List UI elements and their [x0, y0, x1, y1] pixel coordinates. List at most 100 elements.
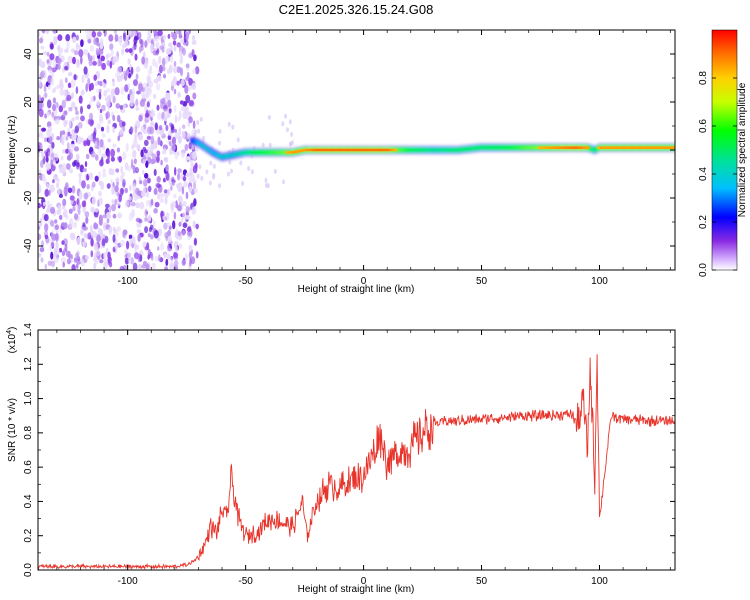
- ridge-inner: [590, 147, 594, 151]
- ridge-inner: [193, 139, 196, 144]
- noise-speckle: [106, 60, 111, 67]
- ridge-inner: [262, 150, 265, 155]
- noise-speckle: [138, 46, 142, 54]
- noise-speckle: [128, 48, 133, 54]
- colorbar-tick-label: 0.4: [698, 167, 709, 181]
- noise-speckle: [80, 115, 85, 122]
- y-tick-label: 1.0: [23, 391, 34, 405]
- ridge-inner: [225, 154, 229, 159]
- noise-speckle: [106, 94, 112, 100]
- noise-speckle: [115, 168, 120, 173]
- noise-speckle: [108, 34, 114, 42]
- noise-speckle: [90, 228, 94, 238]
- noise-speckle: [112, 143, 117, 148]
- ridge-inner: [504, 145, 507, 150]
- noise-speckle: [73, 213, 79, 220]
- noise-speckle: [68, 119, 72, 128]
- noise-speckle: [146, 101, 150, 108]
- ridge-inner: [269, 150, 272, 155]
- noise-speckle: [241, 181, 245, 187]
- noise-speckle: [54, 85, 60, 90]
- noise-speckle: [193, 54, 197, 62]
- noise-speckle: [125, 48, 130, 53]
- noise-speckle: [120, 86, 125, 96]
- noise-speckle: [197, 128, 201, 134]
- noise-speckle: [159, 45, 165, 50]
- noise-speckle: [50, 241, 55, 247]
- noise-speckle: [71, 144, 76, 149]
- ridge-inner: [420, 148, 424, 152]
- ridge-inner: [486, 145, 489, 150]
- noise-speckle: [88, 172, 93, 177]
- noise-speckle: [163, 147, 167, 155]
- noise-speckle: [95, 50, 100, 56]
- ridge-inner: [503, 145, 506, 150]
- noise-speckle: [191, 82, 196, 90]
- noise-speckle: [184, 143, 189, 151]
- noise-speckle: [114, 185, 119, 193]
- noise-speckle: [101, 238, 106, 247]
- ridge-inner: [277, 150, 281, 155]
- noise-speckle: [42, 30, 46, 34]
- ridge-inner: [437, 148, 441, 152]
- ridge-inner: [217, 153, 220, 158]
- noise-speckle: [64, 48, 69, 53]
- noise-speckle: [199, 116, 203, 122]
- noise-speckle: [125, 142, 129, 152]
- noise-speckle: [99, 159, 104, 167]
- noise-speckle: [182, 230, 186, 236]
- noise-speckle: [212, 172, 216, 178]
- ridge-inner: [476, 146, 479, 150]
- noise-speckle: [123, 32, 126, 42]
- noise-speckle: [120, 187, 124, 195]
- noise-speckle: [176, 183, 180, 188]
- noise-speckle: [138, 219, 143, 224]
- ridge-inner: [214, 151, 217, 156]
- noise-speckle: [170, 201, 177, 208]
- ridge-inner: [507, 145, 510, 150]
- noise-speckle: [146, 76, 151, 84]
- noise-speckle: [85, 216, 89, 224]
- noise-speckle: [133, 79, 138, 87]
- noise-speckle: [90, 250, 94, 258]
- noise-speckle: [146, 177, 151, 184]
- colorbar-tick-label: 0.6: [698, 119, 709, 133]
- noise-speckle: [50, 77, 54, 86]
- snr-xlabel: Height of straight line (km): [298, 584, 415, 595]
- noise-speckle: [51, 260, 56, 268]
- noise-speckle: [91, 196, 96, 205]
- noise-speckle: [38, 58, 41, 66]
- noise-speckle: [273, 168, 277, 174]
- noise-speckle: [93, 252, 97, 261]
- noise-speckle: [147, 87, 152, 96]
- x-tick-label: -50: [238, 576, 253, 587]
- noise-speckle: [68, 106, 73, 112]
- noise-speckle: [78, 176, 82, 186]
- noise-speckle: [39, 72, 44, 80]
- noise-speckle: [53, 247, 58, 257]
- noise-speckle: [90, 206, 95, 213]
- ridge-inner: [454, 148, 458, 152]
- noise-speckle: [46, 99, 52, 109]
- noise-speckle: [196, 120, 200, 125]
- ridge-inner: [456, 148, 459, 152]
- noise-speckle: [167, 235, 172, 243]
- ridge-inner: [241, 151, 244, 156]
- y-tick-label: -40: [23, 238, 34, 253]
- noise-speckle: [58, 52, 61, 57]
- ridge-inner: [527, 145, 530, 150]
- ridge-inner: [201, 143, 205, 148]
- noise-speckle: [114, 243, 119, 250]
- noise-speckle: [56, 57, 62, 64]
- noise-speckle: [133, 158, 137, 165]
- noise-speckle: [62, 149, 66, 154]
- ridge-inner: [405, 148, 408, 152]
- noise-speckle: [38, 252, 42, 258]
- noise-speckle: [85, 153, 90, 160]
- noise-speckle: [166, 253, 171, 260]
- noise-speckle: [177, 91, 181, 98]
- ridge-inner: [474, 146, 478, 151]
- noise-speckle: [183, 181, 188, 188]
- noise-speckle: [79, 190, 83, 200]
- noise-speckle: [191, 256, 195, 263]
